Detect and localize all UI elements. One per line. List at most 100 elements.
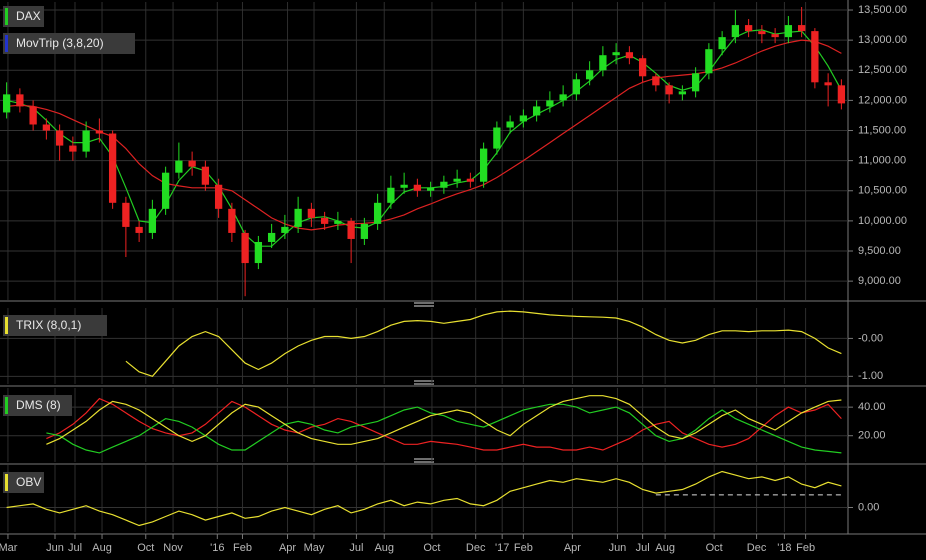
candle-body (267, 232, 276, 242)
y-tick-label: 10,000.00 (858, 215, 907, 227)
candle-body (108, 133, 117, 203)
legend-label: DMS (8) (16, 398, 61, 412)
candle-body (400, 184, 408, 188)
x-tick-label: Jun (46, 542, 64, 554)
x-tick-label: Feb (796, 542, 815, 554)
indicator-line (6, 39, 842, 231)
candle-body (744, 25, 753, 32)
x-tick-label: May (304, 542, 325, 554)
candle-body (546, 100, 554, 107)
panel-separators (0, 0, 926, 535)
candle-body (413, 184, 422, 191)
y-tick-label: 13,000.00 (858, 34, 907, 46)
plot-layer (0, 2, 848, 532)
resize-handles[interactable] (414, 302, 434, 463)
x-tick-label: Apr (279, 542, 296, 554)
candle-body (731, 25, 740, 38)
legend-label: TRIX (8,0,1) (16, 318, 81, 332)
legend-layer: DAX MovTrip (3,8,20) TRIX (8,0,1) DMS (8) OB… (3, 6, 135, 493)
y-tick-label: 0.00 (858, 501, 879, 513)
candle-body (479, 148, 488, 182)
candle-body (95, 130, 104, 134)
candle-body (493, 127, 501, 149)
candle-body (440, 181, 448, 188)
indicator-line (6, 470, 842, 527)
candle-body (135, 226, 143, 233)
candle-body (718, 37, 726, 50)
x-tick-label: Jul (68, 542, 82, 554)
candle-body (784, 25, 793, 38)
candle-body (294, 208, 302, 227)
candle-body (691, 73, 700, 92)
candle-body (638, 58, 647, 77)
candle-body (532, 106, 541, 116)
legend-swatch (5, 474, 8, 491)
legend-box (3, 395, 72, 416)
candle-body (837, 85, 846, 104)
legend-box (3, 33, 135, 54)
candle-body (254, 241, 263, 264)
candle-body (2, 94, 11, 113)
x-tick-label: Jun (609, 542, 627, 554)
x-tick-label: Oct (423, 542, 440, 554)
candle-body (55, 130, 64, 146)
candle-body (559, 94, 567, 101)
y-tick-label: 12,000.00 (858, 94, 907, 106)
x-tick-label: Aug (92, 542, 112, 554)
y-tick-label: 13,500.00 (858, 4, 907, 16)
indicator-line (46, 403, 842, 454)
candle-body (824, 82, 832, 86)
y-tick-label: 10,500.00 (858, 185, 907, 197)
legend-label: DAX (16, 9, 41, 23)
candle-body (572, 79, 581, 95)
candle-body (797, 25, 806, 32)
candle-body (16, 94, 24, 107)
legend-label: MovTrip (3,8,20) (16, 36, 104, 50)
x-tick-label: Aug (655, 542, 675, 554)
candle-body (214, 184, 223, 209)
indicator-line (6, 29, 842, 247)
candle-body (334, 220, 342, 224)
candle-body (811, 31, 819, 83)
y-tick-label: -1.00 (858, 370, 883, 382)
y-tick-label: 20.00 (858, 430, 886, 442)
indicator-line (125, 310, 842, 377)
candle-body (82, 130, 90, 152)
candle-body (188, 160, 196, 167)
candle-body (241, 232, 249, 264)
y-tick-label: -0.00 (858, 332, 883, 344)
x-tick-label: Dec (747, 542, 767, 554)
candle-body (161, 172, 170, 209)
x-tick-label: Apr (564, 542, 581, 554)
x-tick-label: Oct (706, 542, 723, 554)
candle-body (201, 166, 210, 185)
legend-box (3, 472, 44, 493)
legend-box (3, 6, 44, 27)
candle-body (42, 124, 51, 131)
y-tick-label: 9,000.00 (858, 275, 901, 287)
legend-swatch (5, 8, 8, 25)
legend-box (3, 315, 107, 336)
x-tick-label: Mar (0, 542, 18, 554)
indicator-line (46, 395, 842, 445)
legend-label: OBV (16, 475, 41, 489)
x-tick-label: Jul (349, 542, 363, 554)
candle-body (519, 115, 528, 122)
candle-body (453, 178, 461, 182)
x-tick-label: Jul (636, 542, 650, 554)
candle-body (29, 106, 37, 125)
candle-body (506, 121, 514, 128)
x-tick-label: Feb (514, 542, 533, 554)
candle-body (466, 178, 475, 182)
candle-body (426, 187, 435, 191)
x-tick-label: Feb (233, 542, 252, 554)
candle-body (69, 145, 77, 152)
x-tick-label: Dec (466, 542, 486, 554)
candle-body (320, 217, 329, 224)
candle-body (122, 202, 130, 227)
x-tick-label: Aug (374, 542, 394, 554)
y-tick-label: 12,500.00 (858, 64, 907, 76)
candle-body (665, 85, 673, 95)
candle-body (625, 52, 634, 59)
